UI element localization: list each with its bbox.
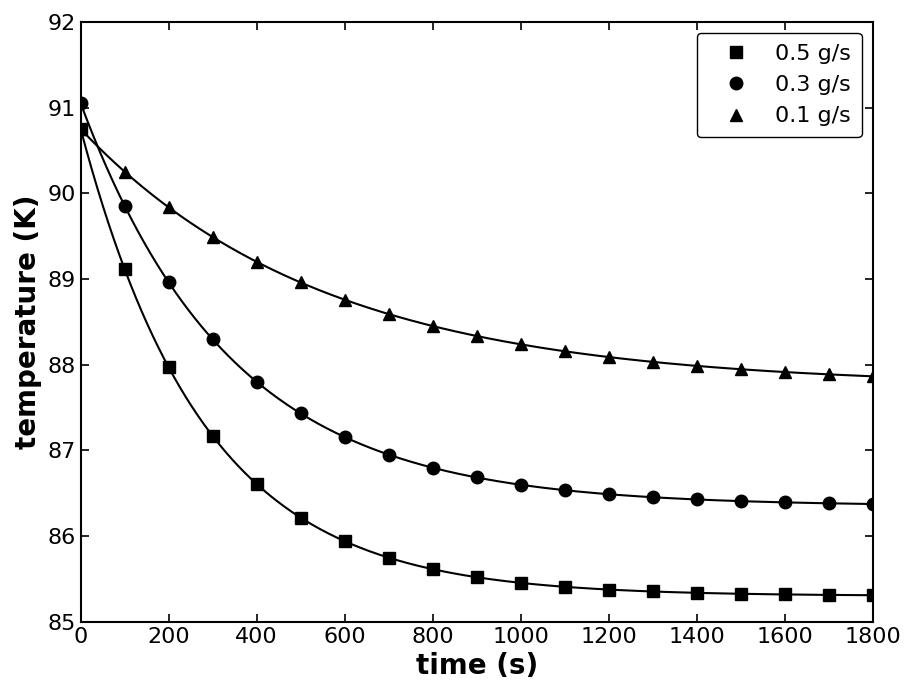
0.3 g/s [515,480,526,489]
0.5 g/s [383,554,394,562]
0.5 g/s [559,583,570,591]
Legend: 0.5 g/s, 0.3 g/s, 0.1 g/s: 0.5 g/s, 0.3 g/s, 0.1 g/s [697,33,862,137]
0.3 g/s [471,473,482,482]
0.5 g/s [427,565,438,573]
0.3 g/s [603,490,614,498]
0.3 g/s [296,409,307,418]
0.1 g/s [824,370,834,378]
0.3 g/s [736,497,747,505]
Line: 0.3 g/s: 0.3 g/s [74,97,879,510]
0.5 g/s [647,587,658,595]
0.1 g/s [207,233,218,242]
0.5 g/s [339,537,350,545]
0.5 g/s [824,591,834,599]
0.5 g/s [471,573,482,582]
0.5 g/s [603,586,614,594]
0.1 g/s [427,322,438,330]
0.3 g/s [339,433,350,441]
0.3 g/s [691,496,702,504]
0.1 g/s [515,340,526,348]
0.5 g/s [691,589,702,597]
0.1 g/s [867,372,878,380]
0.5 g/s [75,125,86,133]
Y-axis label: temperature (K): temperature (K) [14,194,42,449]
0.5 g/s [867,591,878,600]
0.1 g/s [647,357,658,366]
0.1 g/s [252,257,263,266]
Line: 0.1 g/s: 0.1 g/s [74,123,879,382]
0.5 g/s [207,432,218,440]
0.5 g/s [296,514,307,522]
0.3 g/s [647,493,658,501]
0.3 g/s [119,202,130,210]
0.5 g/s [515,579,526,587]
X-axis label: time (s): time (s) [415,652,538,680]
0.1 g/s [691,362,702,370]
0.5 g/s [736,590,747,598]
0.3 g/s [824,499,834,507]
Line: 0.5 g/s: 0.5 g/s [74,123,879,602]
0.1 g/s [296,278,307,287]
0.3 g/s [207,335,218,344]
0.1 g/s [471,332,482,340]
0.1 g/s [163,203,174,212]
0.1 g/s [383,310,394,319]
0.1 g/s [736,365,747,373]
0.3 g/s [780,498,791,507]
0.3 g/s [427,464,438,472]
0.1 g/s [75,125,86,133]
0.3 g/s [75,99,86,108]
0.1 g/s [559,347,570,355]
0.1 g/s [780,368,791,376]
0.1 g/s [119,167,130,176]
0.5 g/s [252,480,263,489]
0.5 g/s [780,591,791,599]
0.3 g/s [867,500,878,508]
0.5 g/s [119,265,130,273]
0.1 g/s [339,296,350,304]
0.3 g/s [252,378,263,386]
0.1 g/s [603,353,614,361]
0.3 g/s [559,486,570,494]
0.5 g/s [163,363,174,371]
0.3 g/s [163,278,174,287]
0.3 g/s [383,450,394,459]
